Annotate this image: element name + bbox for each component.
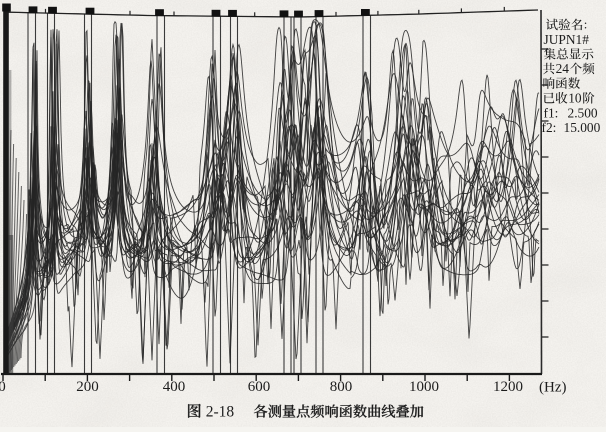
svg-text:f1:: f1: — [544, 105, 559, 120]
svg-text:1200: 1200 — [493, 379, 523, 395]
svg-text:0: 0 — [0, 379, 6, 395]
svg-text:200: 200 — [76, 379, 99, 395]
svg-text:2.500: 2.500 — [568, 105, 598, 120]
svg-text::: : — [584, 17, 588, 32]
svg-text:JUPN1#: JUPN1# — [544, 32, 590, 47]
svg-text:600: 600 — [248, 379, 271, 395]
svg-text:400: 400 — [163, 379, 186, 395]
svg-text:(Hz): (Hz) — [539, 380, 566, 396]
svg-text:15.000: 15.000 — [564, 120, 601, 135]
svg-text:f2:: f2: — [542, 120, 557, 135]
svg-text:2-18: 2-18 — [206, 404, 235, 421]
svg-text:10: 10 — [568, 91, 582, 106]
svg-text:800: 800 — [330, 379, 353, 395]
svg-text:24: 24 — [556, 61, 570, 76]
svg-text:1000: 1000 — [409, 379, 439, 395]
